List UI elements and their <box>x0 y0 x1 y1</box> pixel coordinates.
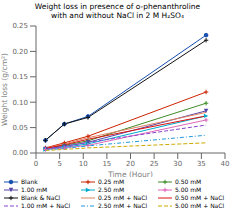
html-text:0.25 mM: 0.25 mM <box>98 178 125 185</box>
html-text:with and without NaCl in 2 M H: with and without NaCl in 2 M H₂SO₄ <box>51 11 184 20</box>
html-text:2.50 mM: 2.50 mM <box>98 186 125 193</box>
html-text:5.00 mM: 5.00 mM <box>175 186 202 193</box>
svg-text:0.25: 0.25 <box>12 22 28 30</box>
svg-text:15: 15 <box>102 160 111 168</box>
html-text:2.50 mM + NaCl: 2.50 mM + NaCl <box>98 202 148 209</box>
html-text:0.25 mM + NaCl: 0.25 mM + NaCl <box>98 194 148 201</box>
html-text:0.50 mM + NaCl: 0.50 mM + NaCl <box>175 194 225 201</box>
svg-text:0.00: 0.00 <box>12 149 28 157</box>
html-text:Weight loss in presence of o-p: Weight loss in presence of o-phenanthrol… <box>34 2 201 11</box>
html-text:5.00 mM + NaCl: 5.00 mM + NaCl <box>175 202 225 209</box>
svg-text:40: 40 <box>221 160 227 168</box>
html-text:0.50 mM: 0.50 mM <box>175 178 202 185</box>
html-text:Blank & NaCl: Blank & NaCl <box>21 194 61 201</box>
svg-text:0: 0 <box>34 160 38 168</box>
svg-text:Weight loss (g/cm²): Weight loss (g/cm²) <box>8 53 9 126</box>
html-text:1.00 mM + NaCl: 1.00 mM + NaCl <box>21 202 71 209</box>
svg-text:0.10: 0.10 <box>12 99 28 107</box>
svg-text:25: 25 <box>150 160 159 168</box>
svg-text:35: 35 <box>197 160 206 168</box>
svg-text:0.05: 0.05 <box>12 124 28 132</box>
svg-text:20: 20 <box>126 160 135 168</box>
svg-text:10: 10 <box>79 160 88 168</box>
svg-text:Time (Hour): Time (Hour) <box>107 170 153 177</box>
svg-text:0.20: 0.20 <box>12 48 28 56</box>
svg-text:30: 30 <box>173 160 182 168</box>
html-text:1.00 mM: 1.00 mM <box>21 186 48 193</box>
svg-text:5: 5 <box>57 160 61 168</box>
svg-text:0.15: 0.15 <box>12 73 28 81</box>
html-text:Blank: Blank <box>21 178 38 185</box>
